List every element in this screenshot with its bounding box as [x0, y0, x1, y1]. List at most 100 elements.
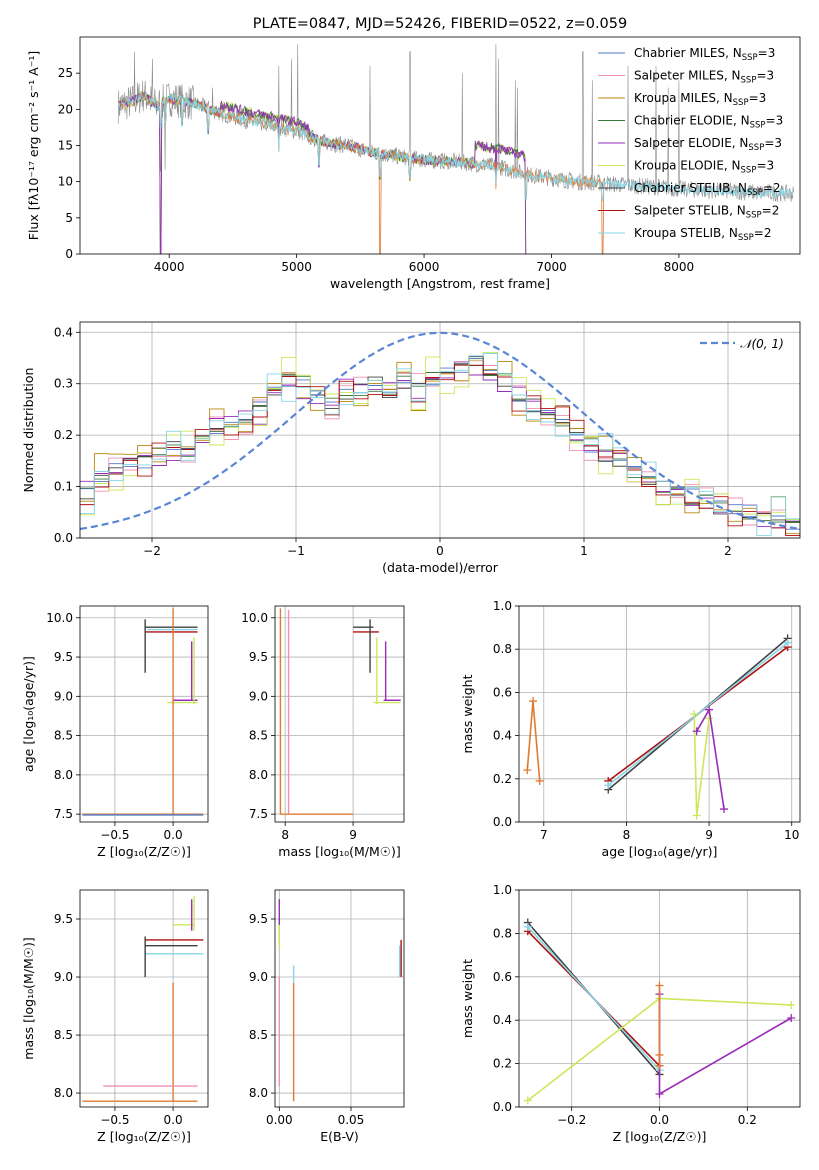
axes-massweight_vs_age: 7 8 9 10 0.0 0.2 0.4 0.6 0.8 1.0 age [log₁₀(age/yr… [460, 599, 801, 859]
axes-mass_vs_Z: −0.5 0.0 8.0 8.5 9.0 9.5 Z [log₁₀(Z/Z☉)] mass [… [21, 889, 209, 1144]
y-axis-label: Normed distribution [21, 368, 36, 493]
axes-spectrum: 4000 5000 6000 7000 8000 0 5 10 15 20 25 wavelength… [26, 36, 801, 291]
spectrum-model-line-kroupa_stelib [117, 91, 794, 202]
histogram-kroupa_stelib [80, 353, 800, 536]
axes-frame [518, 889, 801, 1108]
y-tick-label: 8.0 [54, 768, 73, 782]
axes-frame [518, 605, 801, 823]
y-tick-label: 8.0 [249, 1086, 268, 1100]
plot-area-massweight_vs_Z [523, 918, 796, 1105]
y-tick-label: 0.4 [493, 729, 512, 743]
y-tick-label: 8.5 [249, 1028, 268, 1042]
histogram-salpeter_stelib [80, 364, 800, 536]
x-tick-label: 8 [623, 828, 631, 842]
x-tick-label: 0.0 [650, 1113, 669, 1127]
y-tick-label: 9.0 [249, 970, 268, 984]
point-marker-model_orange [523, 766, 532, 775]
y-tick-label: 8.5 [54, 729, 73, 743]
y-tick-label: 9.0 [54, 689, 73, 703]
y-tick-label: 8.5 [249, 729, 268, 743]
y-tick-label: 0 [65, 247, 73, 261]
axes-frame [79, 36, 801, 255]
y-tick-label: 9.5 [249, 912, 268, 926]
legend-count: =2 [762, 204, 780, 218]
axes-frame [79, 605, 209, 823]
legend-subscript: SSP [742, 53, 758, 63]
y-axis-label: mass weight [460, 959, 475, 1038]
plot-area-mass_vs_EBV [278, 899, 402, 1102]
point-marker-salpeter_elodie [719, 805, 728, 814]
x-tick-label: 0.05 [338, 1113, 365, 1127]
legend-subscript: SSP [738, 233, 754, 243]
x-axis-label: age [log₁₀(age/yr)] [602, 844, 718, 859]
x-tick-label: 0.0 [164, 828, 183, 842]
plot-area-massweight_vs_age [523, 634, 792, 820]
plot-area-age_vs_Z [82, 608, 204, 816]
y-tick-label: 5 [65, 211, 73, 225]
x-axis-label: Z [log₁₀(Z/Z☉)] [97, 844, 191, 859]
x-tick-label: 2 [724, 544, 732, 558]
y-tick-label: 8.5 [54, 1028, 73, 1042]
plot-area-residuals [80, 331, 800, 536]
legend-label-kroupa_elodie: Kroupa ELODIE, NSSP=3 [634, 159, 774, 176]
axes-mass_vs_EBV: 0.00 0.05 8.0 8.5 9.0 9.5 E(B-V) [249, 889, 405, 1144]
y-tick-label: 0.4 [493, 1013, 512, 1027]
x-tick-label: 5000 [281, 260, 312, 274]
y-tick-label: 0.0 [493, 1100, 512, 1114]
x-tick-label: 9 [349, 828, 357, 842]
x-tick-label: 7000 [536, 260, 567, 274]
y-tick-label: 10.0 [241, 611, 268, 625]
x-axis-label: mass [log₁₀(M/M☉)] [278, 844, 400, 859]
legend-label-salpeter_miles: Salpeter MILES, NSSP=3 [634, 69, 774, 86]
legend-count: =3 [756, 159, 774, 173]
y-tick-label: 8.0 [54, 1086, 73, 1100]
spectrum-legend: Chabrier MILES, NSSP=3 Salpeter MILES, NS… [598, 46, 783, 243]
x-tick-label: 8000 [664, 260, 695, 274]
point-marker-kroupa_stelib [604, 781, 613, 790]
y-tick-label: 0.0 [54, 531, 73, 545]
x-tick-label: 6000 [409, 260, 440, 274]
x-tick-label: 0.0 [164, 1113, 183, 1127]
x-tick-label: 1 [580, 544, 588, 558]
subplots: 4000 5000 6000 7000 80000510152025wavelength… [21, 36, 801, 1144]
y-tick-label: 0.3 [54, 377, 73, 391]
y-tick-label: 0.2 [54, 428, 73, 442]
legend-subscript: SSP [741, 76, 757, 86]
x-tick-label: 0.2 [738, 1113, 757, 1127]
x-tick-label: 10 [784, 828, 799, 842]
x-tick-label: 0 [436, 544, 444, 558]
legend-count: =2 [754, 226, 772, 240]
legend-label-chabrier_stelib: Chabrier STELIB, NSSP=2 [634, 181, 781, 198]
y-tick-label: 9.5 [54, 912, 73, 926]
x-axis-label: E(B-V) [320, 1129, 359, 1144]
axes-frame [274, 605, 405, 823]
point-marker-model_orange [655, 981, 664, 990]
y-tick-label: 0.8 [493, 926, 512, 940]
legend-label-normal: 𝒩(0, 1) [740, 337, 784, 351]
legend-count: =3 [749, 91, 767, 105]
legend-subscript: SSP [741, 166, 757, 176]
x-tick-label: −0.2 [557, 1113, 586, 1127]
x-tick-label: −2 [143, 544, 161, 558]
y-tick-label: 0.6 [493, 685, 512, 699]
point-marker-kroupa_stelib [783, 638, 792, 647]
y-tick-label: 7.5 [54, 807, 73, 821]
point-marker-kroupa_stelib [523, 922, 532, 931]
y-axis-label: age [log₁₀(age/yr)] [21, 656, 36, 772]
y-tick-label: 0.2 [493, 1057, 512, 1071]
axes-age_vs_Z: −0.5 0.0 7.5 8.0 8.5 9.0 9.5 10.0 Z [log₁₀(Z/Z☉)… [21, 605, 209, 859]
axes-frame [79, 889, 209, 1108]
legend-label-salpeter_elodie: Salpeter ELODIE, NSSP=3 [634, 136, 782, 153]
axes-frame [274, 889, 405, 1108]
point-marker-kroupa_elodie [692, 811, 701, 820]
plot-area-mass_vs_Z [82, 895, 204, 1102]
point-marker-model_orange [529, 697, 538, 706]
y-axis-label: mass [log₁₀(M/M☉)] [21, 937, 36, 1059]
y-tick-label: 0.4 [54, 325, 73, 339]
x-tick-label: −0.5 [100, 1113, 129, 1127]
legend-label-chabrier_miles: Chabrier MILES, NSSP=3 [634, 46, 775, 63]
legend-label-kroupa_stelib: Kroupa STELIB, NSSP=2 [634, 226, 772, 243]
figure-title: PLATE=0847, MJD=52426, FIBERID=0522, z=0… [253, 16, 627, 32]
point-marker-kroupa_elodie [705, 714, 714, 723]
